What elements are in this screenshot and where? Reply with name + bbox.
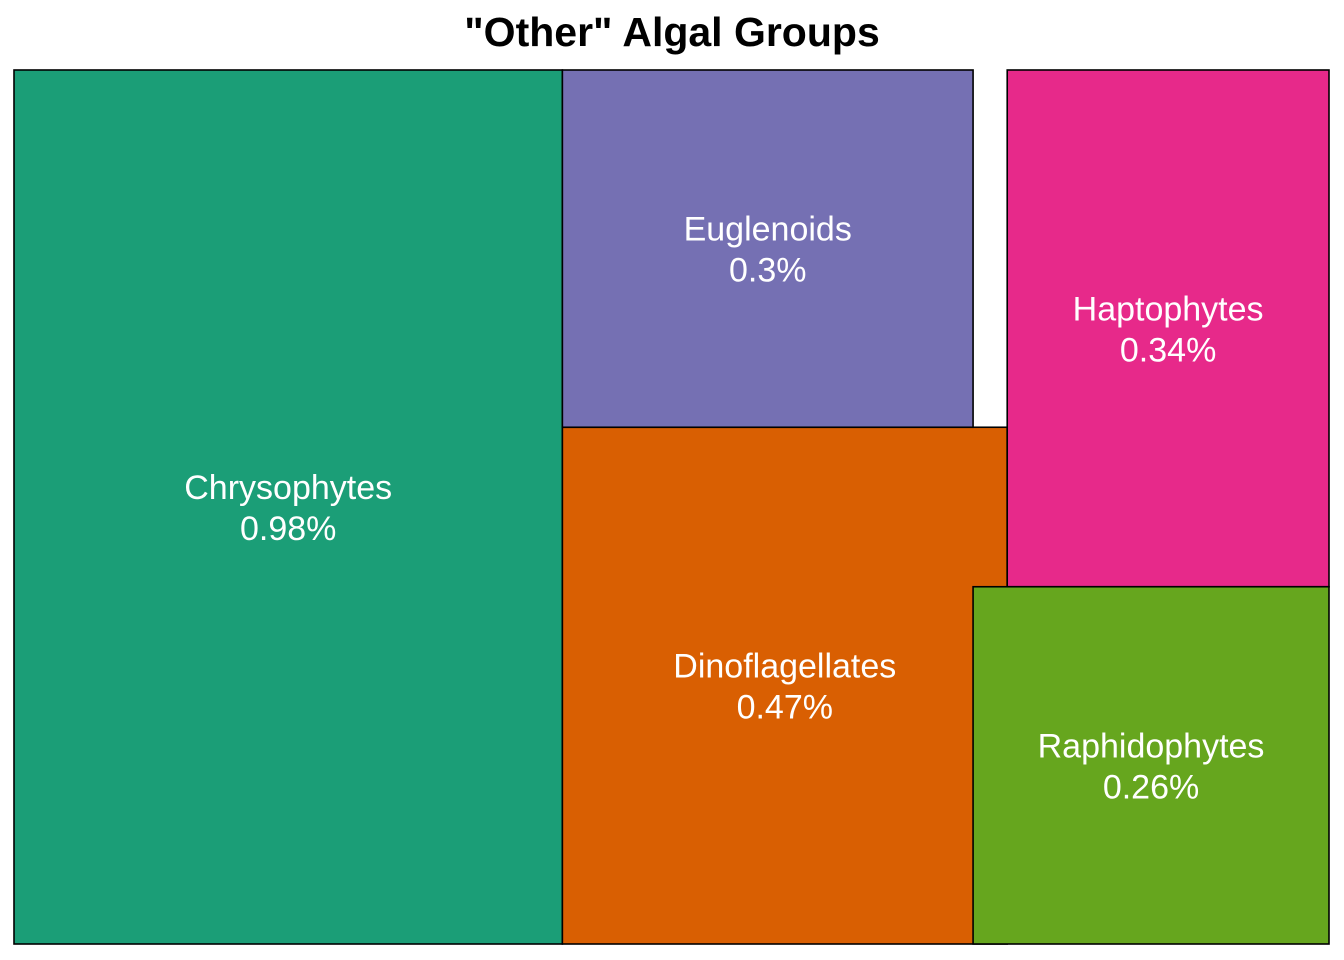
tile-name-label-raphidophytes: Raphidophytes bbox=[1038, 727, 1265, 765]
tile-name-label-euglenoids: Euglenoids bbox=[684, 211, 852, 249]
tile-euglenoids bbox=[561, 69, 974, 429]
tile-raphidophytes bbox=[972, 585, 1330, 945]
chart-title: "Other" Algal Groups bbox=[464, 9, 880, 55]
tile-haptophytes bbox=[1006, 69, 1330, 588]
tile-value-label-dinoflagellates: 0.47% bbox=[737, 689, 833, 727]
treemap-tiles bbox=[13, 69, 1330, 945]
tile-chrysophytes bbox=[13, 69, 564, 945]
tile-value-label-euglenoids: 0.3% bbox=[729, 252, 807, 290]
tile-value-label-haptophytes: 0.34% bbox=[1120, 331, 1216, 369]
tile-name-label-dinoflagellates: Dinoflagellates bbox=[673, 648, 896, 686]
tile-dinoflagellates bbox=[561, 426, 1009, 945]
tile-name-label-haptophytes: Haptophytes bbox=[1073, 290, 1264, 328]
tile-value-label-raphidophytes: 0.26% bbox=[1103, 768, 1199, 806]
tile-name-label-chrysophytes: Chrysophytes bbox=[184, 469, 392, 507]
tile-value-label-chrysophytes: 0.98% bbox=[240, 510, 336, 548]
